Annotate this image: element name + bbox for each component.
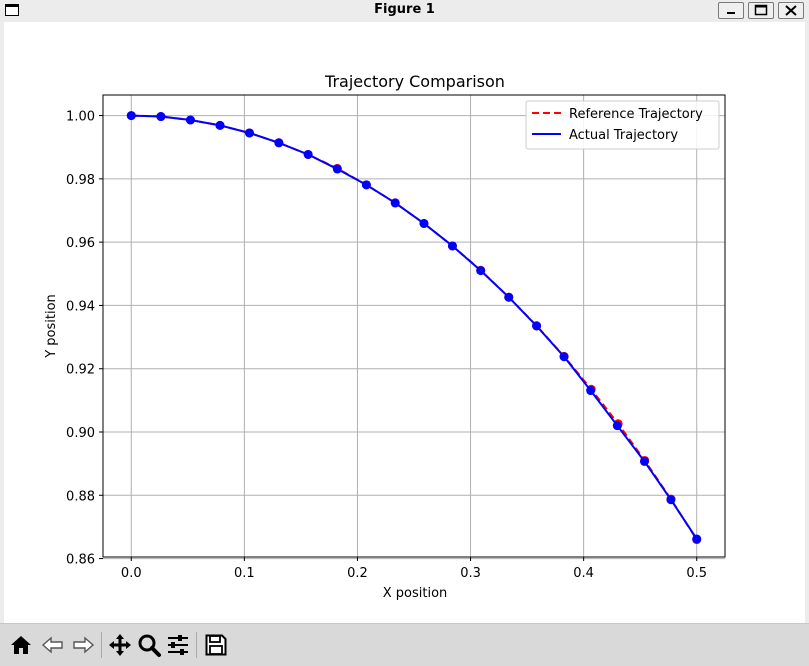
close-button[interactable] — [778, 2, 804, 19]
data-point-actual-trajectory — [303, 149, 313, 159]
y-tick-label: 0.88 — [66, 489, 95, 504]
pan-icon — [109, 634, 131, 656]
x-axis-label: X position — [383, 586, 448, 601]
series-layer — [126, 111, 702, 545]
y-tick-label: 0.92 — [66, 363, 95, 378]
legend: Reference Trajectory Actual Trajectory — [525, 100, 720, 150]
forward-button[interactable] — [70, 632, 96, 658]
toolbar-separator — [196, 632, 197, 658]
y-tick-label: 0.98 — [66, 173, 95, 188]
data-point-actual-trajectory — [185, 115, 195, 125]
data-point-actual-trajectory — [215, 120, 225, 130]
configure-subplots-button[interactable] — [165, 632, 191, 658]
legend-box — [525, 100, 720, 150]
data-point-actual-trajectory — [390, 198, 400, 208]
y-tick-label: 0.86 — [66, 553, 95, 568]
data-point-actual-trajectory — [612, 421, 622, 431]
y-tick-label: 0.90 — [66, 426, 95, 441]
data-point-actual-trajectory — [244, 128, 254, 138]
maximize-button[interactable] — [748, 2, 774, 19]
toolbar-separator — [101, 632, 102, 658]
data-point-actual-trajectory — [419, 218, 429, 228]
data-point-actual-trajectory — [586, 386, 596, 396]
y-tick-label: 0.96 — [66, 236, 95, 251]
data-point-actual-trajectory — [447, 241, 457, 251]
x-tick-label: 0.4 — [573, 566, 594, 581]
zoom-button[interactable] — [136, 632, 162, 658]
data-point-actual-trajectory — [361, 180, 371, 190]
legend-label-reference: Reference Trajectory — [569, 107, 703, 122]
data-point-actual-trajectory — [274, 138, 284, 148]
maximize-icon — [754, 4, 768, 16]
window-title: Figure 1 — [374, 2, 435, 17]
y-tick-label: 0.94 — [66, 299, 95, 314]
grid — [103, 95, 725, 560]
x-tick-label: 0.1 — [234, 566, 255, 581]
save-icon — [205, 634, 227, 656]
data-point-actual-trajectory — [692, 534, 702, 544]
figure-canvas[interactable]: Trajectory Comparison 0.0 0.1 0.2 0.3 0.4 0.5… — [4, 22, 805, 623]
window-icon — [5, 4, 19, 16]
y-tick-label: 1.00 — [66, 110, 95, 125]
data-point-actual-trajectory — [666, 495, 676, 505]
close-icon — [785, 5, 797, 16]
data-point-actual-trajectory — [476, 266, 486, 276]
save-button[interactable] — [203, 632, 229, 658]
x-tick-label: 0.5 — [686, 566, 707, 581]
chart-title: Trajectory Comparison — [324, 72, 505, 91]
window-frame-left — [0, 22, 4, 623]
data-point-actual-trajectory — [156, 112, 166, 122]
trajectory-chart: Trajectory Comparison 0.0 0.1 0.2 0.3 0.4 0.5… — [44, 72, 726, 601]
data-point-actual-trajectory — [332, 164, 342, 174]
back-icon — [41, 636, 63, 654]
data-point-actual-trajectory — [639, 456, 649, 466]
y-axis-label: Y position — [44, 294, 59, 359]
x-tick-label: 0.3 — [460, 566, 481, 581]
configure-subplots-icon — [168, 635, 188, 655]
zoom-icon — [138, 634, 161, 657]
x-tick-label: 0.2 — [347, 566, 368, 581]
navigation-toolbar — [0, 623, 809, 666]
home-button[interactable] — [8, 632, 34, 658]
forward-icon — [73, 636, 95, 654]
data-point-actual-trajectory — [504, 292, 514, 302]
x-axis-ticks: 0.0 0.1 0.2 0.3 0.4 0.5 — [121, 557, 707, 581]
data-point-actual-trajectory — [559, 352, 569, 362]
back-button[interactable] — [40, 632, 66, 658]
data-point-actual-trajectory — [126, 111, 136, 121]
home-icon — [11, 636, 31, 654]
x-tick-label: 0.0 — [121, 566, 142, 581]
y-axis-ticks: 0.86 0.88 0.90 0.92 0.94 0.96 0.98 1.00 — [66, 110, 103, 568]
window-titlebar: Figure 1 — [0, 0, 809, 23]
minimize-button[interactable] — [718, 2, 744, 19]
minimize-icon — [727, 12, 735, 14]
window-frame-right — [805, 22, 809, 623]
pan-button[interactable] — [107, 632, 133, 658]
legend-label-actual: Actual Trajectory — [569, 128, 678, 143]
plot-area-border — [102, 94, 726, 558]
data-point-actual-trajectory — [532, 321, 542, 331]
